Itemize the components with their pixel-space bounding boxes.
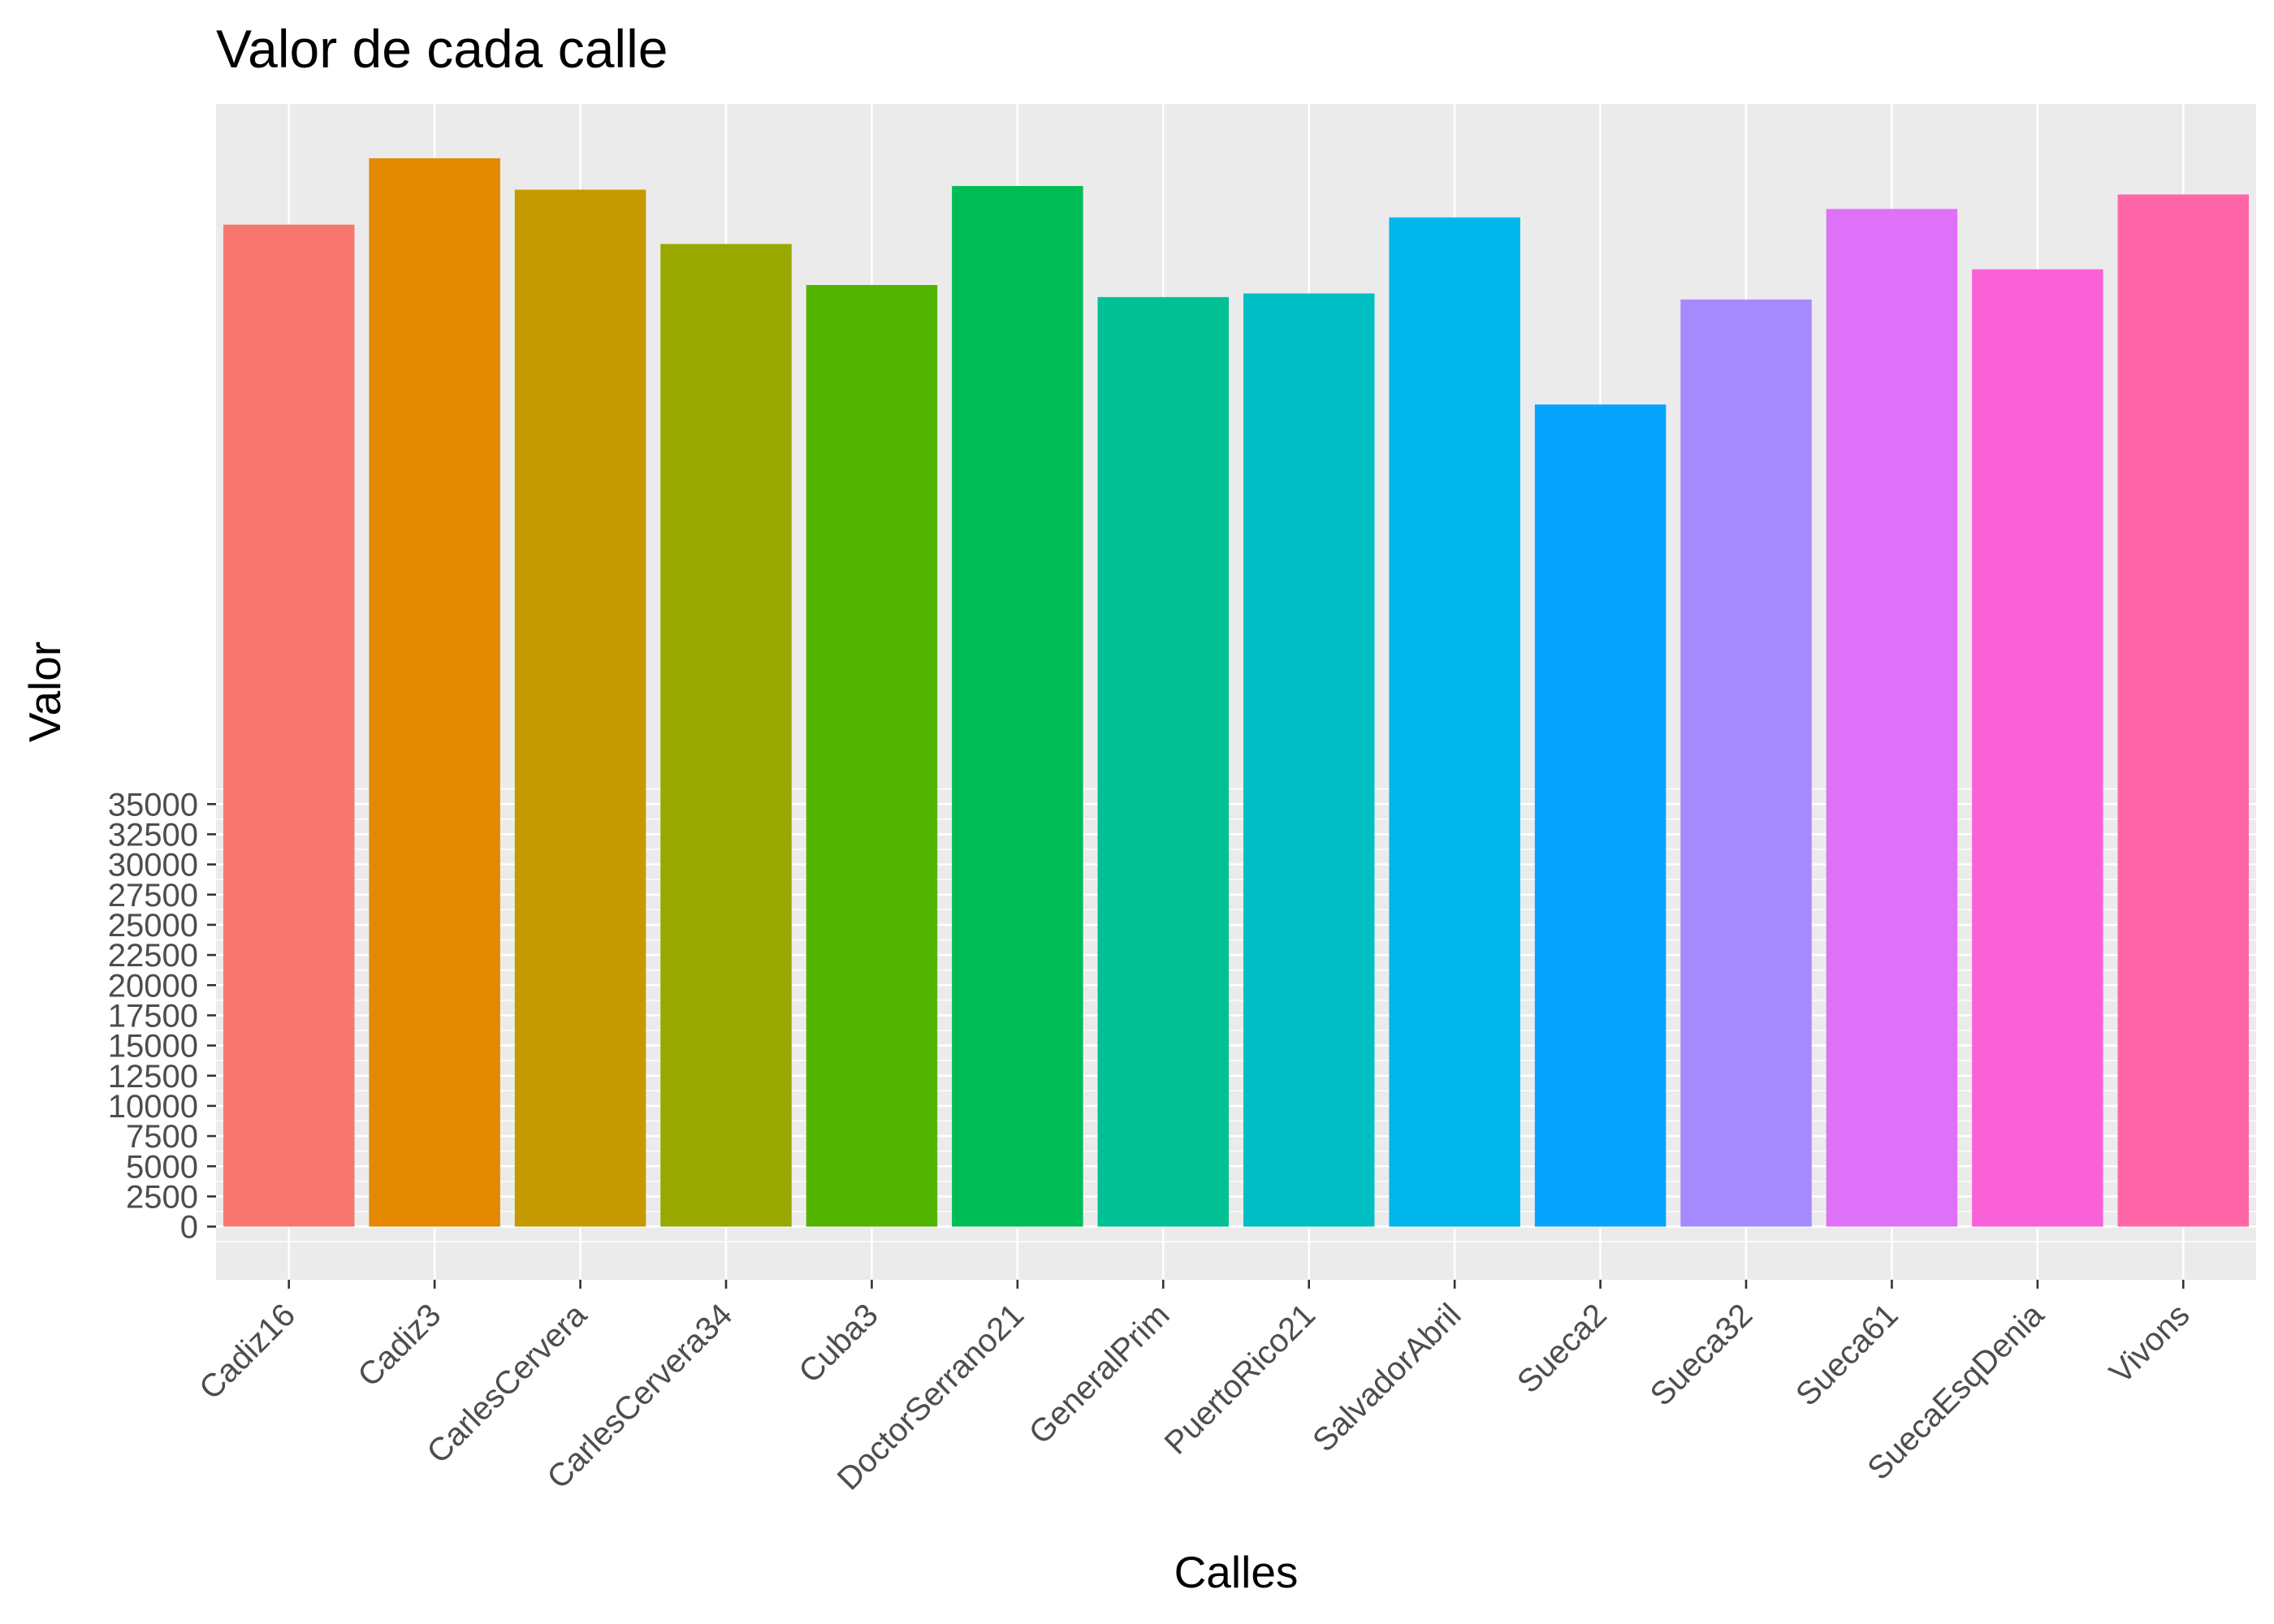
y-tick-label: 7500: [126, 1119, 198, 1155]
y-tick-label: 17500: [108, 998, 198, 1034]
y-tick-label: 20000: [108, 968, 198, 1004]
bar-Cuba3: [806, 284, 938, 1227]
bar-CarlesCervera34: [660, 244, 792, 1227]
y-tick-label: 2500: [126, 1179, 198, 1215]
bar-Vivons: [2117, 194, 2250, 1227]
y-tick-label: 25000: [108, 908, 198, 944]
y-axis: 0250050007500100001250015000175002000022…: [108, 787, 216, 1246]
bar-GeneralPrim: [1097, 296, 1230, 1227]
bar-SuecaEsqDenia: [1972, 269, 2103, 1227]
bar-DoctorSerrano21: [952, 186, 1083, 1227]
chart-title: Valor de cada calle: [216, 19, 668, 79]
y-axis-title: Valor: [19, 641, 70, 742]
bar-CarlesCervera: [514, 189, 646, 1227]
bar-Sueca61: [1826, 209, 1958, 1227]
y-tick-label: 27500: [108, 878, 198, 914]
bar-SalvadorAbril: [1389, 217, 1520, 1227]
bar-Cadiz3: [369, 158, 500, 1227]
x-axis-title: Calles: [1174, 1547, 1299, 1597]
bar-Cadiz16: [223, 224, 355, 1227]
y-tick-label: 0: [180, 1210, 198, 1246]
bars-group: [223, 158, 2250, 1227]
bar-Sueca2: [1534, 404, 1667, 1227]
bar-Sueca32: [1680, 299, 1812, 1227]
y-tick-label: 22500: [108, 938, 198, 974]
bar-PuertoRico21: [1243, 293, 1375, 1227]
y-tick-label: 15000: [108, 1029, 198, 1065]
y-tick-label: 10000: [108, 1089, 198, 1125]
y-tick-label: 30000: [108, 848, 198, 883]
y-tick-label: 35000: [108, 787, 198, 823]
y-tick-label: 32500: [108, 817, 198, 853]
y-tick-label: 12500: [108, 1059, 198, 1095]
y-tick-label: 5000: [126, 1149, 198, 1185]
